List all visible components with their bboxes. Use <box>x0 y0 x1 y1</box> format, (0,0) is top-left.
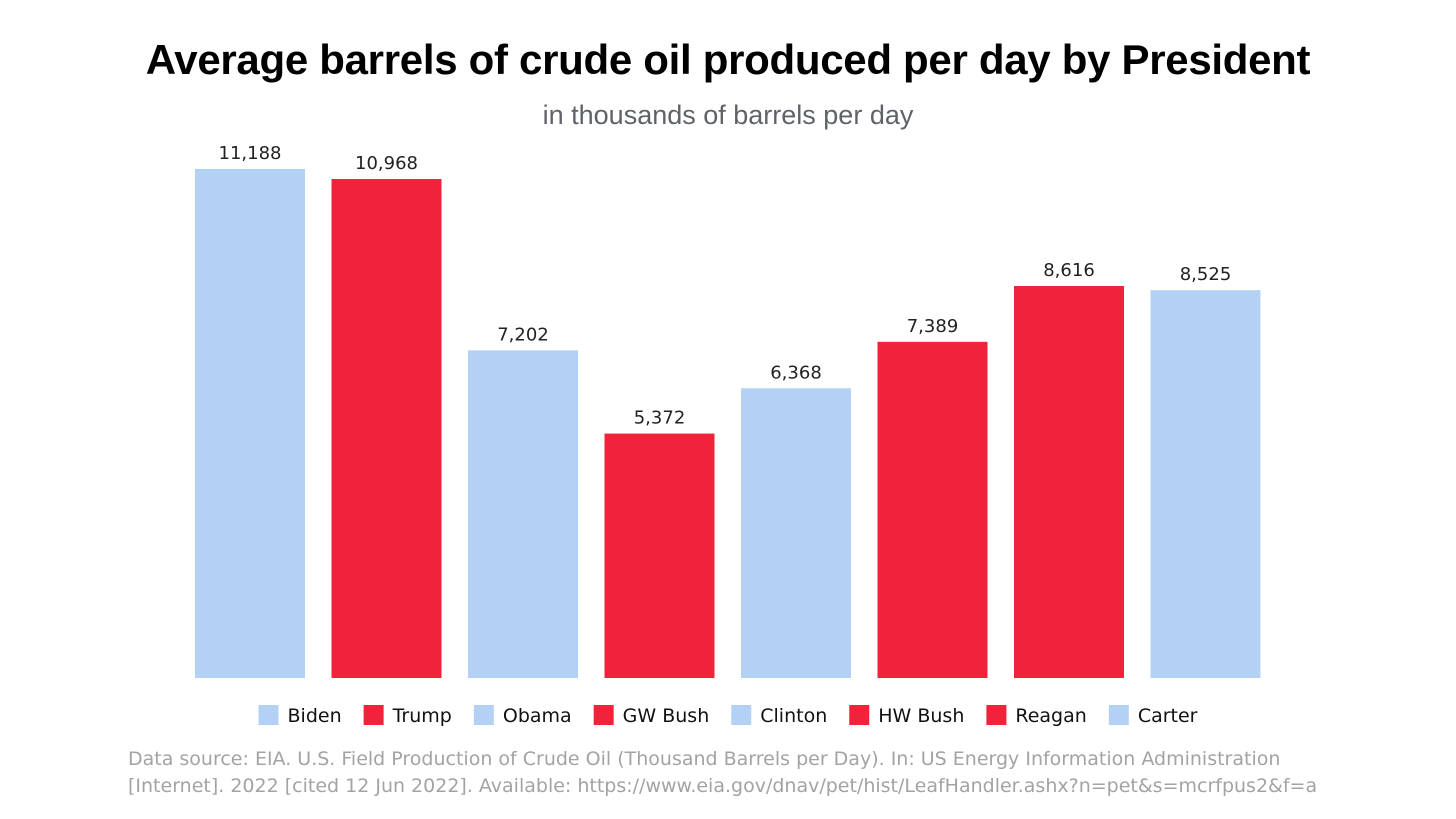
bar-value-label-obama: 7,202 <box>497 324 549 345</box>
data-source-line-2: [Internet]. 2022 [cited 12 Jun 2022]. Av… <box>128 775 1318 797</box>
legend-swatch-gw-bush <box>593 705 614 725</box>
bar-value-label-hw-bush: 7,389 <box>907 316 959 337</box>
legend: Biden Trump Obama GW Bush Clinton HW Bush Reag… <box>258 705 1198 727</box>
legend-swatch-reagan <box>986 705 1007 725</box>
chart-title: Average barrels of crude oil produced pe… <box>145 36 1311 83</box>
data-source-note: Data source: EIA. U.S. Field Production … <box>128 746 1348 800</box>
bar-value-label-trump: 10,968 <box>355 153 418 174</box>
bar-reagan <box>1014 286 1124 678</box>
bar-value-label-reagan: 8,616 <box>1043 260 1095 281</box>
legend-swatch-hw-bush <box>849 705 870 725</box>
legend-label-clinton: Clinton <box>760 705 827 727</box>
bar-biden <box>195 169 305 678</box>
legend-label-trump: Trump <box>392 705 452 727</box>
bar-carter <box>1150 290 1261 678</box>
bar-value-label-clinton: 6,368 <box>770 362 822 383</box>
bar-value-label-gw-bush: 5,372 <box>634 408 686 429</box>
bar-gw-bush <box>604 433 715 678</box>
bar-obama <box>468 350 578 678</box>
legend-swatch-biden <box>258 705 279 725</box>
bar-hw-bush <box>877 341 988 678</box>
bar-value-label-biden: 11,188 <box>219 143 282 164</box>
legend-swatch-obama <box>473 705 494 725</box>
chart-subtitle: in thousands of barrels per day <box>542 100 914 130</box>
legend-swatch-clinton <box>731 705 752 725</box>
legend-label-hw-bush: HW Bush <box>878 705 964 727</box>
legend-label-reagan: Reagan <box>1015 705 1086 727</box>
legend-label-gw-bush: GW Bush <box>623 705 710 727</box>
legend-swatch-trump <box>363 705 384 725</box>
legend-label-obama: Obama <box>503 705 572 727</box>
data-source-line-1: Data source: EIA. U.S. Field Production … <box>128 748 1281 770</box>
bar-value-label-carter: 8,525 <box>1180 264 1232 285</box>
bar-chart: 11,188 10,968 7,202 5,372 6,368 7,389 8,616 8,5… <box>195 143 1261 727</box>
legend-label-carter: Carter <box>1138 705 1198 727</box>
legend-label-biden: Biden <box>288 705 342 727</box>
bar-trump <box>331 179 442 678</box>
legend-swatch-carter <box>1108 705 1129 725</box>
bar-clinton <box>741 388 851 678</box>
